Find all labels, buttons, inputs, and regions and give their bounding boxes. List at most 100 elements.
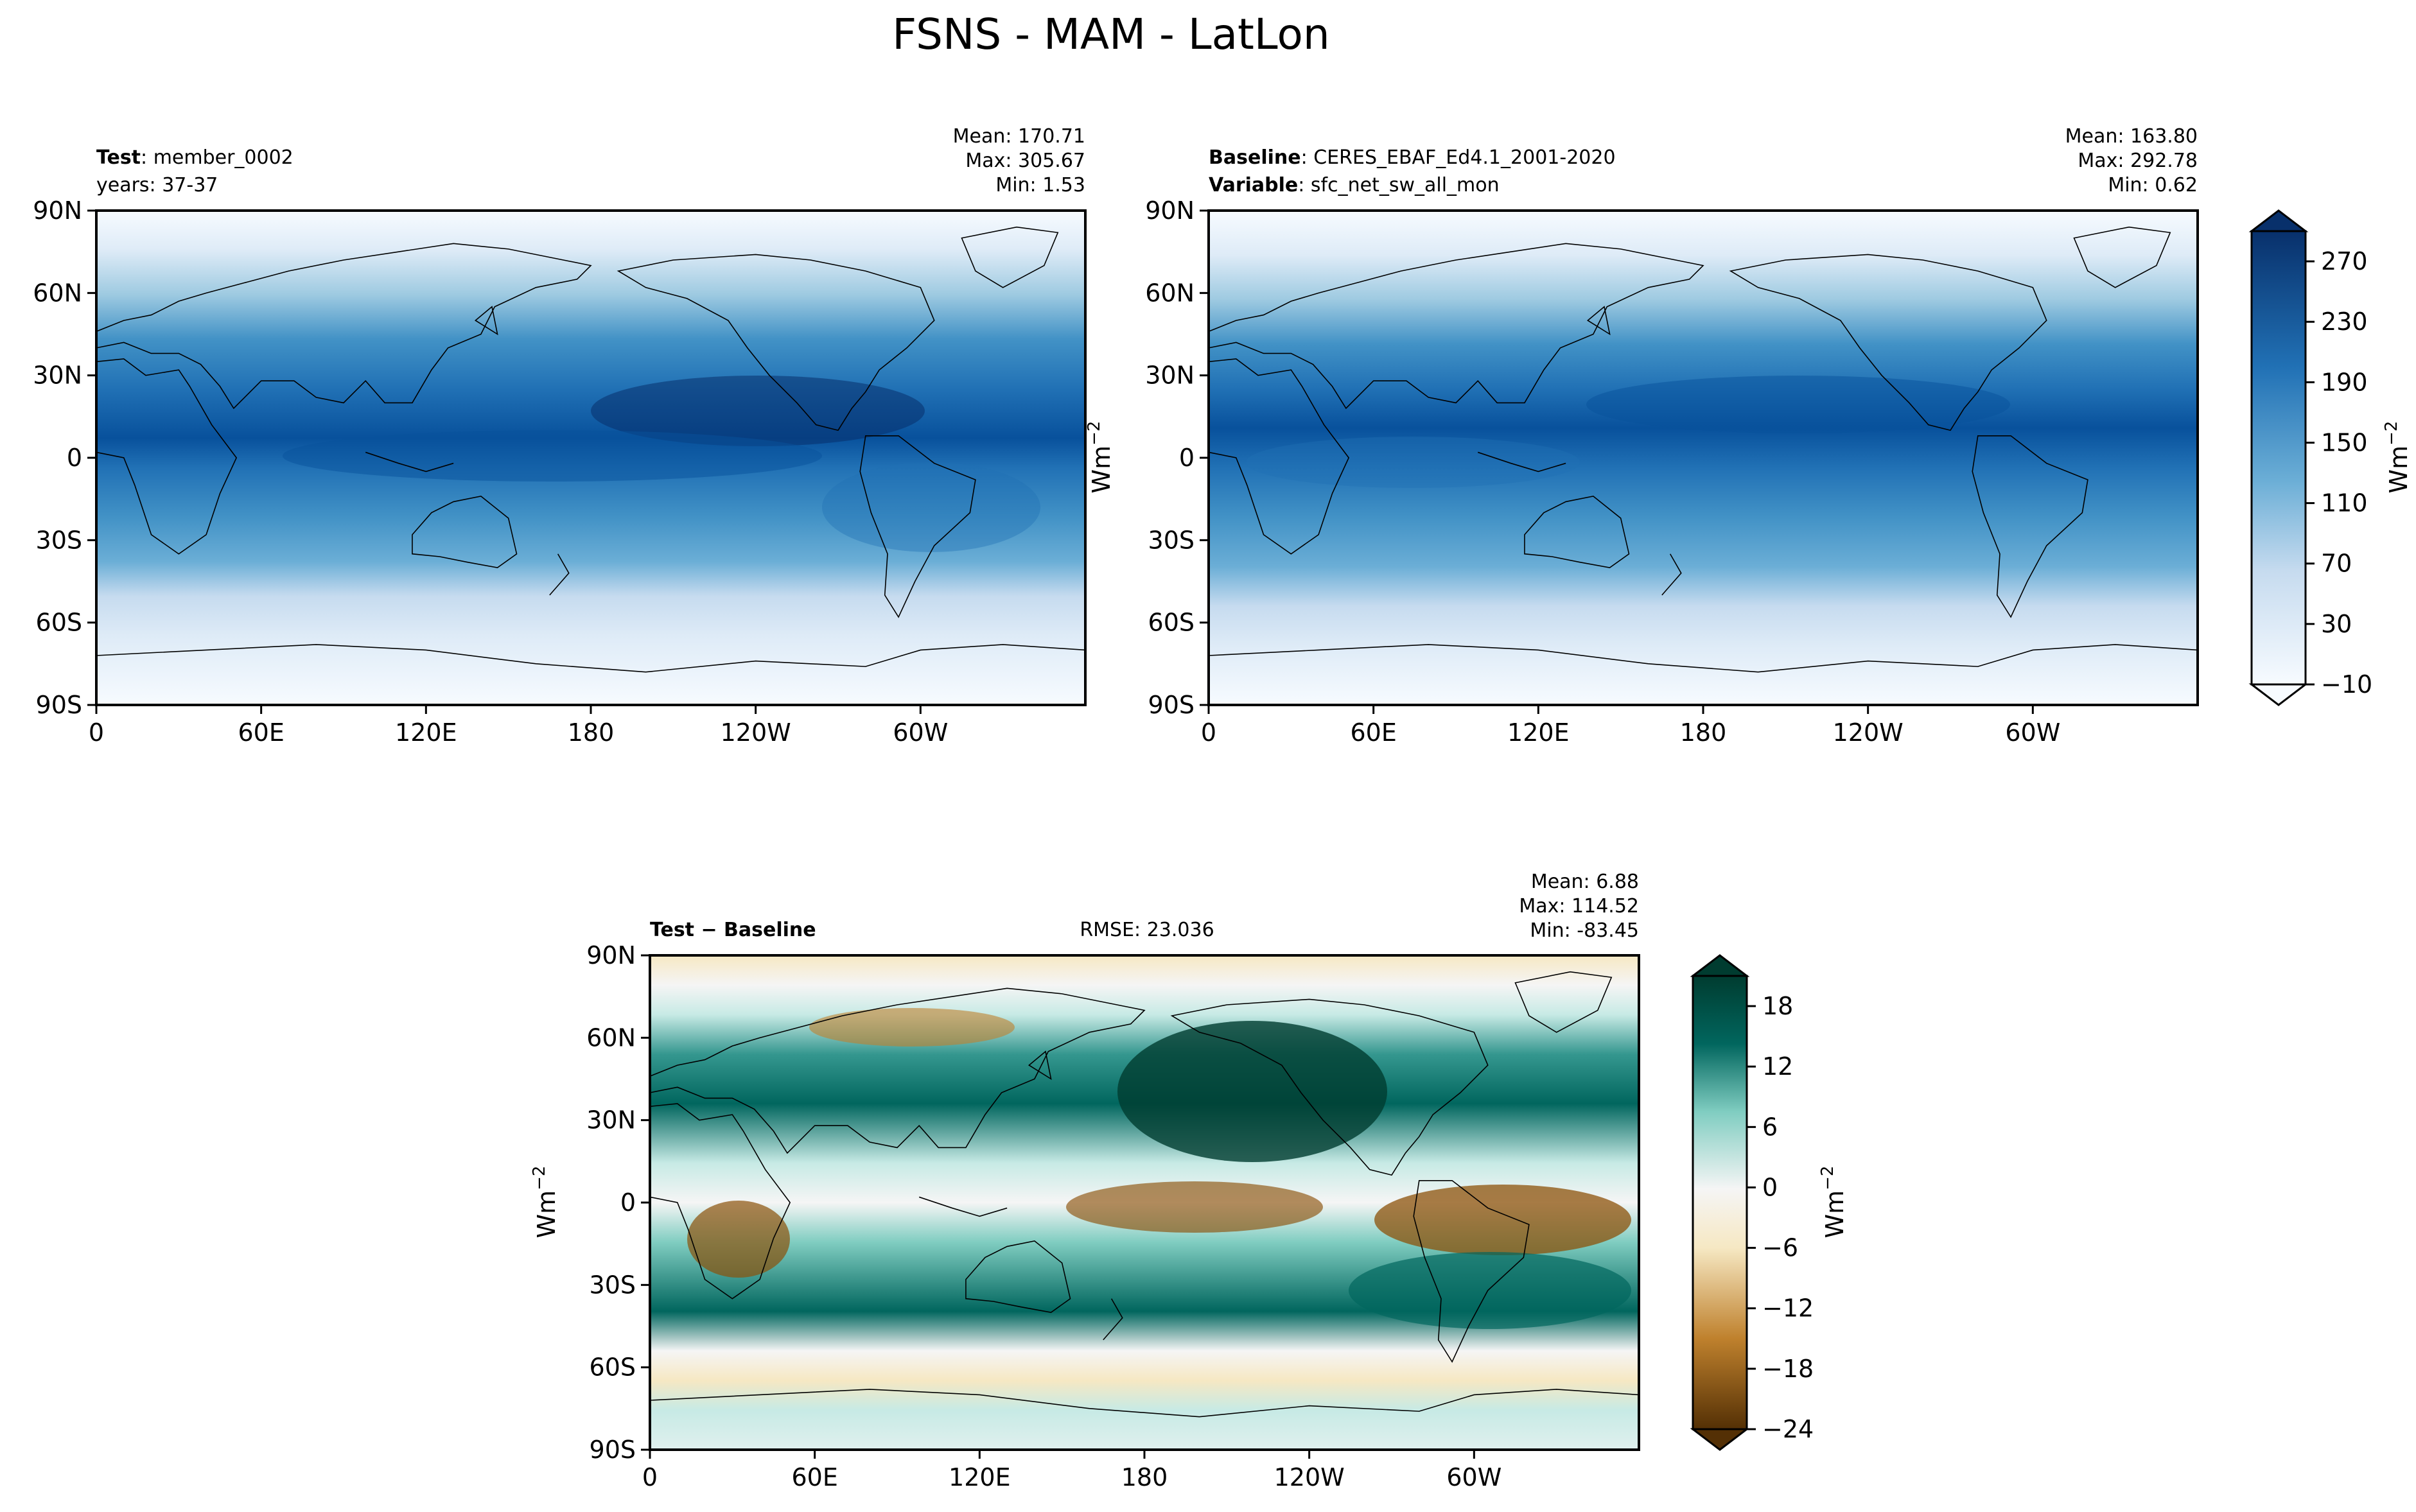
brbg-colorbar-label: Wm−2: [1818, 1166, 1849, 1238]
test-xtick-label: 180: [568, 718, 615, 747]
baseline-ytick-label: 30S: [1148, 526, 1195, 554]
diff-ylabel: Wm−2: [530, 1166, 561, 1238]
diff-ytick-label: 0: [620, 1188, 636, 1217]
diff-min: Min: -83.45: [1530, 919, 1639, 942]
blues-colorbar-ticks: −10 30 70 110 150 190 230 270: [2306, 247, 2372, 699]
blues-colorbar-tick-label: 110: [2321, 489, 2368, 517]
diff-mean: Mean: 6.88: [1531, 871, 1639, 893]
test-ytick-label: 60N: [33, 279, 82, 307]
brbg-colorbar-tick-label: −12: [1762, 1294, 1814, 1323]
test-ytick-label: 90S: [36, 691, 82, 719]
diff-rmse: RMSE: 23.036: [1080, 919, 1214, 941]
diff-xtick-label: 120W: [1274, 1463, 1345, 1491]
baseline-xtick-label: 0: [1201, 718, 1216, 747]
test-header-line1: Test: member_0002: [96, 146, 293, 169]
diff-warm-pool-negative: [1066, 1181, 1323, 1233]
test-mean: Mean: 170.71: [953, 125, 1085, 148]
test-itcz: [283, 430, 822, 482]
baseline-header-line1: Baseline: CERES_EBAF_Ed4.1_2001-2020: [1209, 146, 1616, 169]
blues-colorbar-tick-label: 270: [2321, 247, 2368, 275]
test-se-pacific: [822, 462, 1040, 552]
baseline-xtick-label: 60W: [2005, 718, 2060, 747]
baseline-xtick-label: 120E: [1507, 718, 1570, 747]
test-max: Max: 305.67: [965, 150, 1085, 172]
test-ytick-label: 30N: [33, 361, 82, 390]
diff-max: Max: 114.52: [1519, 895, 1639, 917]
blues-colorbar-tick-label: 30: [2321, 610, 2352, 638]
diff-ytick-label: 60N: [586, 1023, 636, 1052]
test-ylabel: Wm−2: [1085, 421, 1116, 494]
blues-colorbar-tick-label: 150: [2321, 428, 2368, 456]
test-min: Min: 1.53: [995, 174, 1085, 196]
diff-se-pacific-positive: [1349, 1252, 1631, 1329]
test-ytick-label: 30S: [36, 526, 82, 554]
test-pacific-max: [591, 376, 925, 446]
test-xtick-label: 0: [89, 718, 104, 747]
baseline-indian-band: [1246, 437, 1580, 488]
test-ytick-label: 90N: [33, 196, 82, 225]
brbg-colorbar-tick-label: −24: [1762, 1415, 1814, 1443]
test-axes: 0 60E 120E 180 120W 60W 90N 60N 30N 0 30S 60S 90S: [33, 196, 948, 747]
baseline-xtick-label: 60E: [1350, 718, 1396, 747]
baseline-xtick-label: 120W: [1833, 718, 1904, 747]
baseline-ytick-label: 0: [1179, 444, 1195, 472]
test-xtick-label: 60W: [893, 718, 948, 747]
brbg-colorbar-ticks: −24 −18 −12 −6 0 6 12 18: [1747, 992, 1814, 1443]
diff-xtick-label: 0: [642, 1463, 658, 1491]
test-xtick-label: 120W: [721, 718, 791, 747]
blues-colorbar-tick-label: 230: [2321, 308, 2368, 336]
brbg-colorbar-tick-label: −6: [1762, 1234, 1798, 1262]
blues-colorbar-label: Wm−2: [2382, 421, 2413, 494]
figure-title: FSNS - MAM - LatLon: [892, 10, 1329, 59]
diff-xtick-label: 60W: [1446, 1463, 1501, 1491]
test-xtick-label: 120E: [395, 718, 457, 747]
diff-npac-positive: [1117, 1021, 1387, 1162]
brbg-colorbar-extend-max: [1690, 954, 1750, 977]
brbg-colorbar: −24 −18 −12 −6 0 6 12 18 Wm−2: [1690, 954, 1849, 1451]
brbg-colorbar-tick-label: −18: [1762, 1355, 1814, 1383]
diff-xtick-label: 60E: [791, 1463, 837, 1491]
brbg-colorbar-tick-label: 18: [1762, 992, 1793, 1020]
test-ytick-label: 60S: [36, 609, 82, 637]
diff-ytick-label: 30S: [590, 1271, 636, 1299]
brbg-colorbar-tick-label: 12: [1762, 1052, 1793, 1081]
blues-colorbar-body: [2250, 230, 2307, 686]
diff-axes: 0 60E 120E 180 120W 60W 90N 60N 30N 0 30S 60S 90S: [586, 941, 1501, 1491]
baseline-xtick-label: 180: [1680, 718, 1727, 747]
baseline-header-line2: Variable: sfc_net_sw_all_mon: [1209, 174, 1500, 196]
blues-colorbar-tick-label: −10: [2321, 670, 2372, 699]
blues-colorbar-extend-max: [2248, 209, 2309, 232]
blues-colorbar-tick-label: 70: [2321, 550, 2352, 578]
diff-xtick-label: 180: [1121, 1463, 1168, 1491]
panel-test: Test: member_0002 years: 37-37 Mean: 170…: [33, 125, 1085, 747]
baseline-ytick-label: 30N: [1145, 361, 1195, 390]
diff-ytick-label: 90S: [590, 1436, 636, 1464]
test-header-line2: years: 37-37: [96, 174, 218, 196]
diff-s-africa-negative: [687, 1201, 790, 1278]
brbg-colorbar-tick-label: 6: [1762, 1113, 1778, 1141]
brbg-colorbar-tick-label: 0: [1762, 1173, 1778, 1201]
brbg-colorbar-body: [1692, 975, 1748, 1430]
baseline-max: Max: 292.78: [2078, 150, 2198, 172]
panel-baseline: Baseline: CERES_EBAF_Ed4.1_2001-2020 Var…: [1085, 125, 2413, 747]
baseline-axes: 0 60E 120E 180 120W 60W 90N 60N 30N 0 30S 60S 90S: [1145, 196, 2060, 747]
diff-eq-pacific-negative: [1374, 1185, 1631, 1255]
brbg-colorbar-extend-min: [1690, 1428, 1750, 1451]
test-xtick-label: 60E: [238, 718, 284, 747]
baseline-map-field: [1209, 211, 2198, 705]
diff-ytick-label: 90N: [586, 941, 636, 969]
diff-xtick-label: 120E: [949, 1463, 1011, 1491]
diff-ytick-label: 30N: [586, 1106, 636, 1134]
baseline-ytick-label: 90N: [1145, 196, 1195, 225]
blues-colorbar-tick-label: 190: [2321, 368, 2368, 396]
diff-ytick-label: 60S: [590, 1353, 636, 1382]
baseline-ytick-label: 90S: [1148, 691, 1195, 719]
baseline-pacific-max: [1586, 376, 2010, 433]
panel-difference: Test − Baseline RMSE: 23.036 Mean: 6.88 …: [530, 871, 1849, 1491]
baseline-ytick-label: 60S: [1148, 609, 1195, 637]
blues-colorbar-extend-min: [2248, 683, 2309, 706]
test-ytick-label: 0: [67, 444, 82, 472]
blues-colorbar: −10 30 70 110 150 190 230 270 Wm−2: [2248, 209, 2413, 706]
baseline-ytick-label: 60N: [1145, 279, 1195, 307]
